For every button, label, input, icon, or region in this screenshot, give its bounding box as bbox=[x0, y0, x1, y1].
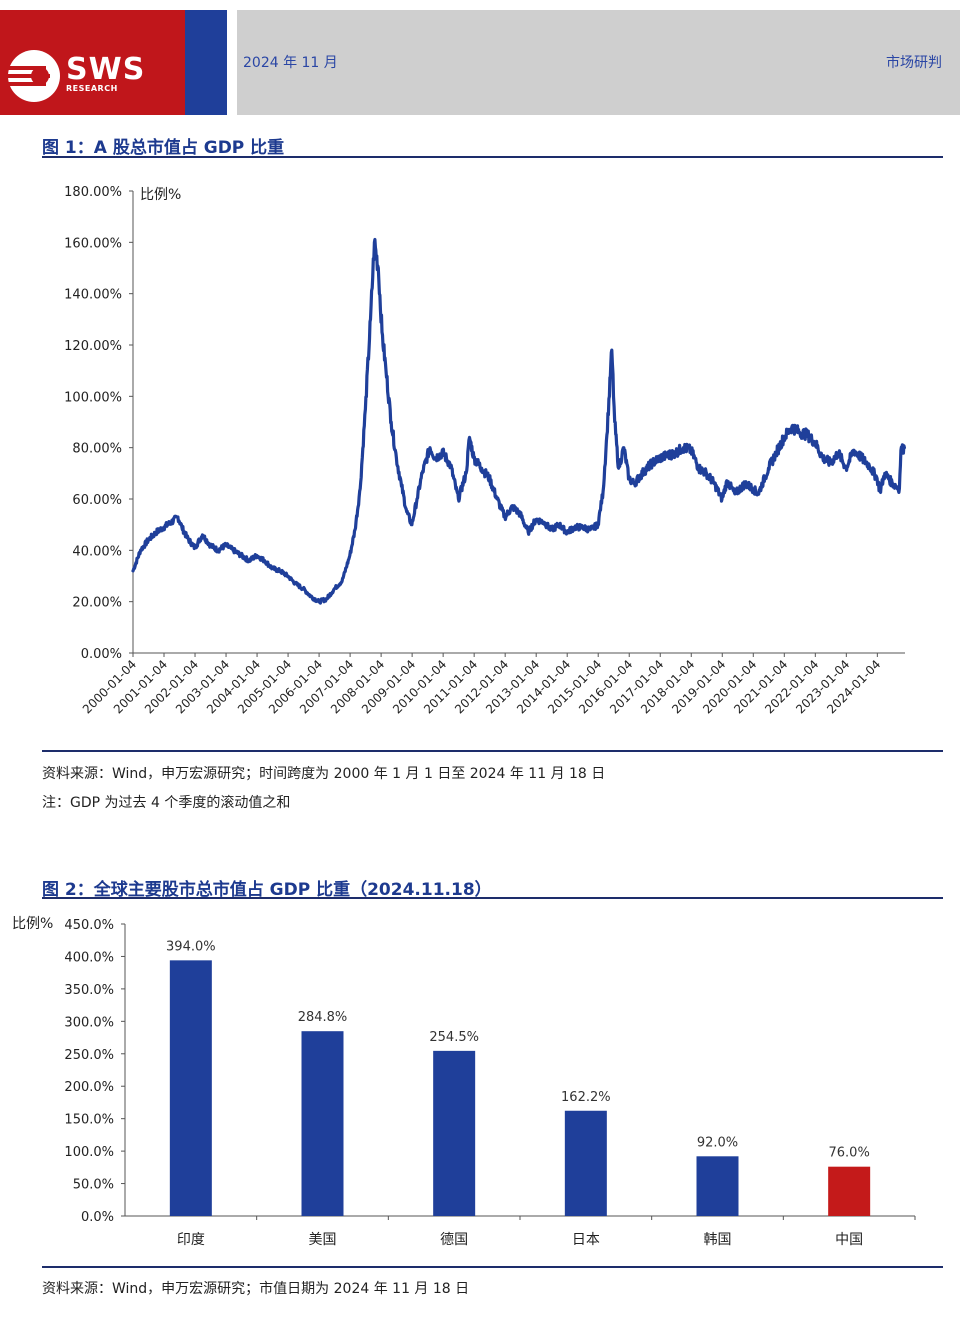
y-tick-label: 100.0% bbox=[64, 1145, 114, 1160]
figure1-note: 注：GDP 为过去 4 个季度的滚动值之和 bbox=[42, 795, 291, 811]
x-category-label: 印度 bbox=[177, 1232, 205, 1248]
y-tick-label: 40.00% bbox=[72, 544, 122, 559]
bar-data-label: 254.5% bbox=[429, 1030, 479, 1045]
bar-data-label: 92.0% bbox=[697, 1135, 738, 1150]
y-tick-label: 60.00% bbox=[72, 493, 122, 508]
y-tick-label: 0.0% bbox=[81, 1210, 114, 1225]
y-tick-label: 140.00% bbox=[64, 288, 122, 303]
bar bbox=[696, 1156, 739, 1216]
line-chart-market-cap-gdp: 0.00% 20.00% 40.00% 60.00% 80.00% 100.00% 120.… bbox=[64, 185, 906, 716]
figure1-bottom-rule bbox=[42, 750, 943, 752]
y-tick-label: 80.00% bbox=[72, 442, 122, 457]
y-tick-label: 100.00% bbox=[64, 390, 122, 405]
y-tick-label: 150.0% bbox=[64, 1113, 114, 1128]
y-tick-label: 50.0% bbox=[73, 1178, 114, 1193]
bar bbox=[301, 1031, 344, 1216]
y-axis-label: 比例% bbox=[12, 916, 53, 932]
y-tick-label: 120.00% bbox=[64, 339, 122, 354]
figure2-title: 图 2：全球主要股市总市值占 GDP 比重（2024.11.18） bbox=[42, 880, 492, 900]
figure1-title: 图 1：A 股总市值占 GDP 比重 bbox=[42, 138, 285, 158]
y-tick-label: 0.00% bbox=[81, 647, 122, 662]
bar-data-label: 394.0% bbox=[166, 939, 216, 954]
report-date: 2024 年 11 月 bbox=[243, 55, 338, 71]
figure1-source: 资料来源：Wind，申万宏源研究；时间跨度为 2000 年 1 月 1 日至 2… bbox=[42, 766, 606, 782]
header-divider bbox=[227, 10, 237, 115]
bar bbox=[828, 1166, 871, 1216]
figure1-top-rule bbox=[42, 156, 943, 158]
y-tick-label: 250.0% bbox=[64, 1048, 114, 1063]
sws-logo-icon bbox=[6, 50, 60, 102]
bar-data-label: 162.2% bbox=[561, 1090, 611, 1105]
bar-chart-global-market-cap-gdp: 0.0% 50.0% 100.0% 150.0% 200.0% 250.0% 300.0% 3… bbox=[12, 916, 916, 1248]
y-axis-label: 比例% bbox=[140, 187, 181, 203]
x-category-label: 日本 bbox=[572, 1232, 600, 1248]
y-tick-label: 350.0% bbox=[64, 983, 114, 998]
figure2-top-rule bbox=[42, 897, 943, 899]
bar-data-label: 284.8% bbox=[298, 1010, 348, 1025]
logo-block: SWS RESEARCH bbox=[0, 10, 185, 115]
y-tick-label: 300.0% bbox=[64, 1015, 114, 1030]
y-tick-label: 20.00% bbox=[72, 596, 122, 611]
bar-data-label: 76.0% bbox=[829, 1146, 870, 1161]
report-header: SWS RESEARCH 2024 年 11 月 市场研判 bbox=[0, 10, 960, 115]
report-section: 市场研判 bbox=[886, 55, 942, 71]
logo-subtext: RESEARCH bbox=[66, 84, 118, 93]
series-line-a-share-market-cap-gdp bbox=[131, 237, 906, 605]
logo-text: SWS bbox=[66, 52, 146, 87]
x-category-label: 韩国 bbox=[704, 1232, 732, 1248]
x-category-label: 中国 bbox=[835, 1232, 863, 1248]
y-tick-label: 400.0% bbox=[64, 950, 114, 965]
bar bbox=[564, 1110, 607, 1216]
y-tick-label: 450.0% bbox=[64, 918, 114, 933]
x-category-label: 德国 bbox=[440, 1232, 468, 1248]
figure2-source: 资料来源：Wind，申万宏源研究；市值日期为 2024 年 11 月 18 日 bbox=[42, 1281, 470, 1297]
figure2-bottom-rule bbox=[42, 1266, 943, 1268]
y-tick-label: 200.0% bbox=[64, 1080, 114, 1095]
x-category-label: 美国 bbox=[309, 1232, 337, 1248]
header-blue-strip bbox=[185, 10, 227, 115]
y-tick-label: 180.00% bbox=[64, 185, 122, 200]
bar bbox=[433, 1050, 476, 1216]
bar bbox=[169, 960, 212, 1216]
y-tick-label: 160.00% bbox=[64, 236, 122, 251]
